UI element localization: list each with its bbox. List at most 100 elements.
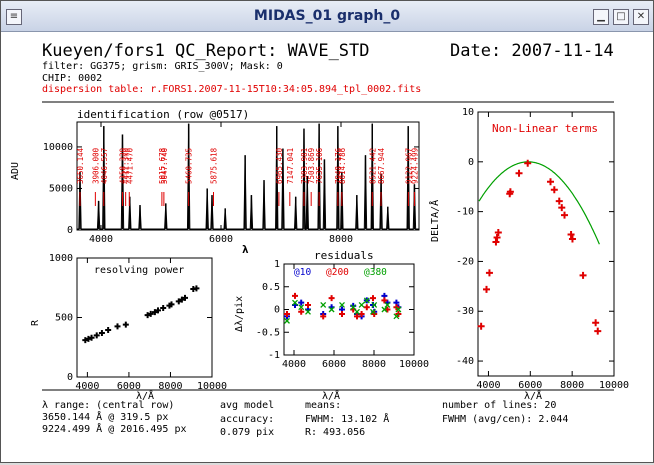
residual-point bbox=[298, 299, 305, 306]
title-bar[interactable]: MIDAS_01 graph_0 ≡ ▁ □ ✕ bbox=[1, 1, 653, 32]
residual-point bbox=[370, 308, 376, 315]
nonlinear-ytick-label: -40 bbox=[456, 356, 474, 367]
nonlinear-ylabel: DELTA/Å bbox=[428, 200, 441, 242]
lambda-range-label: λ range: (central row) bbox=[42, 400, 174, 411]
identification-frame bbox=[76, 121, 420, 231]
resolving-power-ytick-label: 0 bbox=[67, 372, 73, 383]
line-label: 5047.740 bbox=[160, 147, 169, 184]
resolving-power-xlabel: λ/Å bbox=[136, 389, 154, 402]
nonlinear-point bbox=[567, 231, 575, 239]
residual-point bbox=[305, 301, 311, 308]
line-label: 3906.000 bbox=[91, 147, 100, 184]
maximize-icon[interactable]: □ bbox=[613, 9, 629, 25]
line-label: 4046.557 bbox=[100, 148, 109, 184]
line-label: 5460.735 bbox=[185, 148, 194, 184]
lambda-range-end: 9224.499 Å @ 2016.495 px bbox=[42, 422, 187, 435]
close-icon[interactable]: ✕ bbox=[633, 9, 649, 25]
residuals-xtick-label: 4000 bbox=[282, 359, 306, 370]
report-date: Date: 2007-11-14 bbox=[450, 41, 614, 61]
residuals-xlabel: λ/Å bbox=[322, 389, 340, 402]
identification-chart: identification (row @0517) λ ADU 4000 600… bbox=[10, 108, 420, 256]
number-of-lines: number of lines: 20 bbox=[442, 400, 556, 411]
residuals-chart: residuals λ/Å Δλ/pix 4000 6000 8000 10000 -1… bbox=[234, 249, 429, 402]
nonlinear-ytick-label: 0 bbox=[468, 157, 474, 168]
line-label: 7948.176 bbox=[334, 147, 343, 184]
line-label: 8521.442 bbox=[368, 148, 377, 184]
identification-title: identification (row @0517) bbox=[77, 108, 249, 121]
resolving-power-point bbox=[147, 310, 154, 317]
residual-point bbox=[328, 306, 335, 313]
nonlinear-ytick-label: -20 bbox=[456, 256, 474, 267]
nonlinear-chart: Non-Linear terms λ/Å DELTA/Å 4000 6000 800… bbox=[428, 107, 629, 402]
resolving-power-point bbox=[105, 326, 112, 333]
avg-model-label: avg model bbox=[220, 400, 274, 411]
resolving-power-point bbox=[151, 309, 158, 316]
resolving-power-point bbox=[85, 335, 92, 342]
line-label: 9122.967 bbox=[404, 148, 413, 184]
window-menu-icon[interactable]: ≡ bbox=[6, 9, 22, 25]
resolving-power-point bbox=[88, 334, 95, 341]
nonlinear-title: Non-Linear terms bbox=[492, 122, 598, 135]
nonlinear-point bbox=[493, 234, 501, 242]
residual-point bbox=[371, 311, 378, 318]
residual-point bbox=[354, 313, 360, 320]
residual-point bbox=[363, 304, 370, 311]
resolving-power-point bbox=[98, 329, 105, 336]
residuals-ytick-label: 0.5 bbox=[262, 282, 280, 293]
identification-ytick-label: 10000 bbox=[43, 142, 73, 153]
line-label: 4411.370 bbox=[122, 147, 131, 184]
nonlinear-point bbox=[561, 211, 569, 219]
nonlinear-point bbox=[515, 169, 523, 177]
minimize-icon[interactable]: ▁ bbox=[593, 9, 609, 25]
line-label: 6965.430 bbox=[275, 147, 284, 184]
nonlinear-frame bbox=[477, 111, 615, 377]
residual-point bbox=[384, 306, 391, 313]
residual-point bbox=[371, 301, 378, 308]
residual-point bbox=[395, 306, 402, 313]
nonlinear-point bbox=[594, 327, 602, 335]
residuals-ylabel: Δλ/pix bbox=[234, 296, 245, 332]
resolving-power-point bbox=[160, 304, 167, 311]
residual-point bbox=[320, 313, 327, 320]
plot-area: Kueyen/fors1 QC_Report: WAVE_STD Date: 2… bbox=[2, 32, 652, 461]
residuals-ytick-label: -0.5 bbox=[256, 327, 280, 338]
accuracy-value: 0.079 pix bbox=[220, 427, 274, 438]
identification-xtick-label: 8000 bbox=[329, 234, 353, 245]
residual-point bbox=[370, 295, 376, 302]
resolving-power-ylabel: R bbox=[30, 319, 41, 326]
nonlinear-point bbox=[506, 188, 514, 196]
residuals-legend-entry: @380 bbox=[364, 267, 387, 278]
resolving-power-point bbox=[155, 307, 161, 314]
resolving-power-ytick-label: 500 bbox=[55, 313, 73, 324]
nonlinear-point bbox=[555, 197, 563, 205]
nonlinear-point bbox=[579, 271, 587, 279]
line-label: 7147.041 bbox=[286, 148, 295, 184]
line-label: 3650.144 bbox=[76, 147, 85, 184]
residual-point bbox=[328, 295, 335, 302]
nonlinear-point bbox=[482, 285, 490, 293]
residual-point bbox=[384, 301, 391, 308]
nonlinear-xlabel: λ/Å bbox=[524, 389, 542, 402]
identification-ytick-label: 0 bbox=[67, 225, 73, 236]
nonlinear-xtick-label: 4000 bbox=[476, 380, 500, 391]
line-label: 7503.869 bbox=[307, 148, 316, 184]
resolving-power-point bbox=[175, 298, 182, 305]
means-label: means: bbox=[305, 400, 341, 411]
residuals-legend-entry: @10 bbox=[294, 267, 311, 278]
report-title: Kueyen/fors1 QC_Report: WAVE_STD bbox=[42, 41, 370, 61]
identification-xtick-label: 4000 bbox=[89, 234, 113, 245]
line-label: 5015.678 bbox=[158, 147, 167, 184]
identification-xtick-label: 6000 bbox=[209, 234, 233, 245]
residual-point bbox=[381, 297, 388, 304]
residual-point bbox=[363, 297, 370, 304]
nonlinear-point bbox=[524, 159, 532, 167]
resolving-power-point bbox=[178, 296, 185, 303]
resolving-power-point bbox=[122, 321, 129, 328]
residual-point bbox=[381, 306, 388, 313]
resolving-power-xtick-label: 6000 bbox=[117, 381, 141, 392]
identification-ylabel: ADU bbox=[10, 162, 21, 180]
nonlinear-point bbox=[550, 186, 558, 194]
residuals-ytick-label: 0 bbox=[274, 305, 280, 316]
residual-point bbox=[358, 301, 365, 308]
